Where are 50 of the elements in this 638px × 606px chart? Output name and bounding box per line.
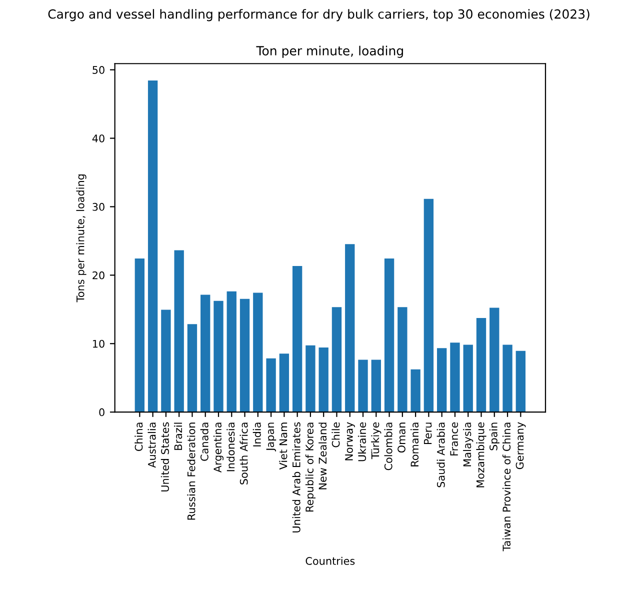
x-tick-label: France bbox=[450, 422, 458, 456]
x-tick-label: Oman bbox=[398, 422, 406, 453]
y-tick-label: 40 bbox=[92, 134, 104, 142]
y-tick-label: 50 bbox=[92, 66, 104, 74]
x-tick-label: Saudi Arabia bbox=[436, 422, 445, 488]
x-tick-label: Chile bbox=[332, 422, 340, 448]
x-tick-label: New Zealand bbox=[318, 422, 327, 490]
x-tick-label: Brazil bbox=[174, 422, 182, 450]
x-tick-label: Taiwan Province of China bbox=[502, 422, 511, 552]
bar bbox=[502, 344, 514, 412]
bar bbox=[514, 350, 526, 412]
x-tick-label: Japan bbox=[266, 422, 276, 452]
x-tick-label: United States bbox=[160, 422, 169, 492]
bar bbox=[449, 342, 461, 412]
bar bbox=[396, 306, 408, 412]
bar bbox=[212, 300, 224, 412]
x-tick-label: Mozambique bbox=[476, 422, 486, 488]
x-tick-label: Argentina bbox=[213, 422, 224, 473]
x-tick-label: Viet Nam bbox=[279, 422, 288, 470]
x-tick-label: Türkiye bbox=[371, 422, 382, 460]
x-tick-label: Australia bbox=[148, 422, 156, 468]
x-tick-label: Germany bbox=[516, 422, 526, 470]
x-tick-label: Romania bbox=[410, 422, 419, 466]
y-tick-label: 30 bbox=[92, 202, 104, 211]
x-tick-label: Canada bbox=[200, 422, 208, 461]
x-axis-title: Countries bbox=[306, 556, 355, 565]
bar bbox=[410, 368, 422, 412]
x-tick-label: Republic of Korea bbox=[305, 422, 316, 512]
y-tick-label: 0 bbox=[99, 408, 104, 416]
x-tick-label: China bbox=[134, 422, 143, 451]
x-tick-label: United Arab Emirates bbox=[292, 422, 300, 532]
x-tick-label: Peru bbox=[424, 422, 432, 444]
bar bbox=[304, 344, 316, 412]
chart-subtitle: Ton per minute, loading bbox=[256, 46, 403, 58]
x-tick-label: South Africa bbox=[240, 422, 248, 484]
x-tick-label: Russian Federation bbox=[187, 422, 196, 520]
x-tick-label: Norway bbox=[345, 422, 355, 460]
x-tick-label: Malaysia bbox=[463, 422, 474, 466]
bar bbox=[357, 358, 369, 412]
x-tick-label: Colombia bbox=[384, 422, 392, 470]
bar bbox=[160, 308, 172, 412]
y-axis-title: Tons per minute, loading bbox=[76, 174, 86, 302]
x-tick-label: Indonesia bbox=[226, 422, 235, 472]
x-tick-label: Spain bbox=[489, 422, 500, 450]
x-tick-label: India bbox=[252, 422, 261, 446]
y-tick-label: 10 bbox=[93, 340, 104, 348]
y-tick-label: 20 bbox=[92, 271, 104, 280]
chart-title: Cargo and vessel handling performance for dry bulk carriers, top 30 economies (2023) bbox=[48, 9, 590, 22]
x-tick-label: Ukraine bbox=[358, 422, 366, 462]
bar bbox=[265, 358, 277, 412]
